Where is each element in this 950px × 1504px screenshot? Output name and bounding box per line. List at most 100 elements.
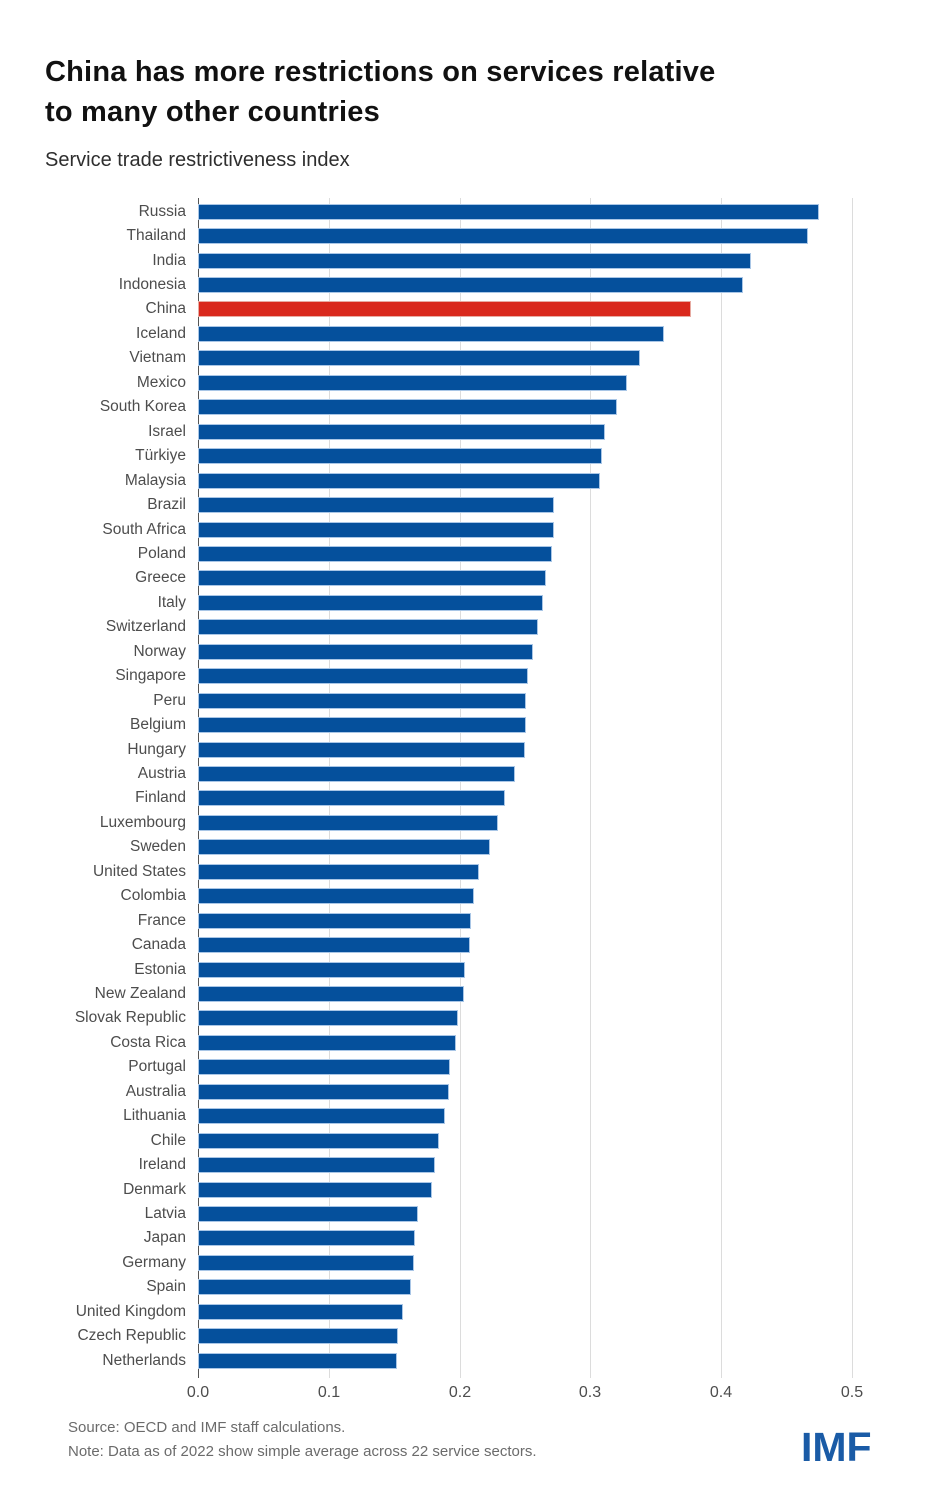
country-label-switzerland: Switzerland	[105, 618, 186, 635]
country-label-finland: Finland	[135, 789, 186, 806]
chart-area: Russia Thailand India Indonesia China Iceland…	[74, 198, 864, 1401]
bar-netherlands	[198, 1353, 397, 1369]
bar-lithuania	[198, 1108, 445, 1124]
country-label-denmark: Denmark	[123, 1181, 186, 1198]
country-label-brazil: Brazil	[147, 496, 186, 513]
title-line-1: China has more restrictions on services …	[45, 56, 716, 88]
x-gridline	[852, 198, 853, 1378]
bar-indonesia	[198, 277, 743, 293]
bar-united-states	[198, 864, 479, 880]
country-label-singapore: Singapore	[115, 667, 186, 684]
bar-new-zealand	[198, 986, 464, 1002]
country-label-greece: Greece	[135, 569, 186, 586]
bar-malaysia	[198, 473, 600, 489]
country-label-peru: Peru	[153, 692, 186, 709]
bar-colombia	[198, 888, 474, 904]
bar-italy	[198, 595, 543, 611]
country-label-sweden: Sweden	[129, 838, 186, 855]
country-label-italy: Italy	[157, 594, 186, 611]
country-label-iceland: Iceland	[136, 325, 186, 342]
x-tick-label-0.2: 0.2	[448, 1384, 472, 1401]
bar-france	[198, 913, 471, 929]
bar-vietnam	[198, 350, 640, 366]
bar-turkiye	[198, 448, 602, 464]
country-label-latvia: Latvia	[144, 1205, 186, 1222]
bar-mexico	[198, 375, 627, 391]
x-gridline	[721, 198, 722, 1378]
bar-united-kingdom	[198, 1304, 403, 1320]
country-label-hungary: Hungary	[127, 741, 186, 758]
bar-germany	[198, 1255, 414, 1271]
country-label-portugal: Portugal	[128, 1058, 186, 1075]
country-label-costa-rica: Costa Rica	[110, 1034, 186, 1051]
country-label-mexico: Mexico	[136, 374, 186, 391]
bar-peru	[198, 693, 526, 709]
bar-czech-republic	[198, 1328, 398, 1344]
country-label-norway: Norway	[133, 643, 186, 660]
country-label-vietnam: Vietnam	[129, 349, 186, 366]
x-gridline	[329, 198, 330, 1378]
country-label-malaysia: Malaysia	[124, 472, 186, 489]
bar-finland	[198, 790, 505, 806]
country-label-canada: Canada	[131, 936, 186, 953]
bar-russia	[198, 204, 819, 220]
country-label-japan: Japan	[143, 1229, 186, 1246]
country-label-austria: Austria	[137, 765, 186, 782]
country-label-chile: Chile	[150, 1132, 186, 1149]
bar-switzerland	[198, 619, 538, 635]
country-label-spain: Spain	[146, 1278, 186, 1295]
country-label-france: France	[137, 912, 186, 929]
bar-thailand	[198, 228, 808, 244]
bar-canada	[198, 937, 470, 953]
data-note: Note: Data as of 2022 show simple averag…	[68, 1443, 537, 1460]
bar-spain	[198, 1279, 411, 1295]
country-label-slovak-republic: Slovak Republic	[74, 1009, 186, 1026]
bar-iceland	[198, 326, 664, 342]
bar-chile	[198, 1133, 439, 1149]
bar-japan	[198, 1230, 415, 1246]
x-gridline	[590, 198, 591, 1378]
country-label-new-zealand: New Zealand	[94, 985, 186, 1002]
x-tick-label-0.0: 0.0	[186, 1384, 210, 1401]
country-label-russia: Russia	[138, 203, 186, 220]
country-label-netherlands: Netherlands	[102, 1352, 186, 1369]
country-label-germany: Germany	[122, 1254, 186, 1271]
country-label-turkiye: Türkiye	[135, 447, 186, 464]
bar-austria	[198, 766, 515, 782]
bar-greece	[198, 570, 546, 586]
country-label-estonia: Estonia	[134, 961, 186, 978]
bar-australia	[198, 1084, 449, 1100]
bar-india	[198, 253, 751, 269]
imf-logo: IMF	[801, 1424, 872, 1470]
country-label-south-africa: South Africa	[102, 521, 186, 538]
country-label-united-states: United States	[92, 863, 186, 880]
bar-sweden	[198, 839, 490, 855]
bar-belgium	[198, 717, 526, 733]
title-line-2: to many other countries	[45, 96, 380, 128]
bar-slovak-republic	[198, 1010, 458, 1026]
bar-singapore	[198, 668, 528, 684]
bar-china	[198, 301, 691, 317]
country-label-lithuania: Lithuania	[123, 1107, 186, 1124]
bar-ireland	[198, 1157, 435, 1173]
country-label-united-kingdom: United Kingdom	[75, 1303, 186, 1320]
x-axis-zero-line	[198, 198, 199, 1378]
country-label-ireland: Ireland	[138, 1156, 186, 1173]
bar-israel	[198, 424, 605, 440]
bar-south-africa	[198, 522, 554, 538]
country-label-indonesia: Indonesia	[118, 276, 186, 293]
bar-luxembourg	[198, 815, 498, 831]
x-tick-label-0.5: 0.5	[840, 1384, 864, 1401]
country-label-czech-republic: Czech Republic	[77, 1327, 186, 1344]
page-title: China has more restrictions on services …	[45, 52, 715, 132]
bar-latvia	[198, 1206, 418, 1222]
country-label-thailand: Thailand	[126, 227, 186, 244]
country-label-china: China	[145, 300, 187, 317]
x-gridline	[460, 198, 461, 1378]
country-label-australia: Australia	[125, 1083, 186, 1100]
chart-subtitle: Service trade restrictiveness index	[45, 149, 350, 171]
bar-brazil	[198, 497, 554, 513]
country-label-poland: Poland	[137, 545, 186, 562]
x-tick-label-0.3: 0.3	[578, 1384, 602, 1401]
bar-norway	[198, 644, 533, 660]
